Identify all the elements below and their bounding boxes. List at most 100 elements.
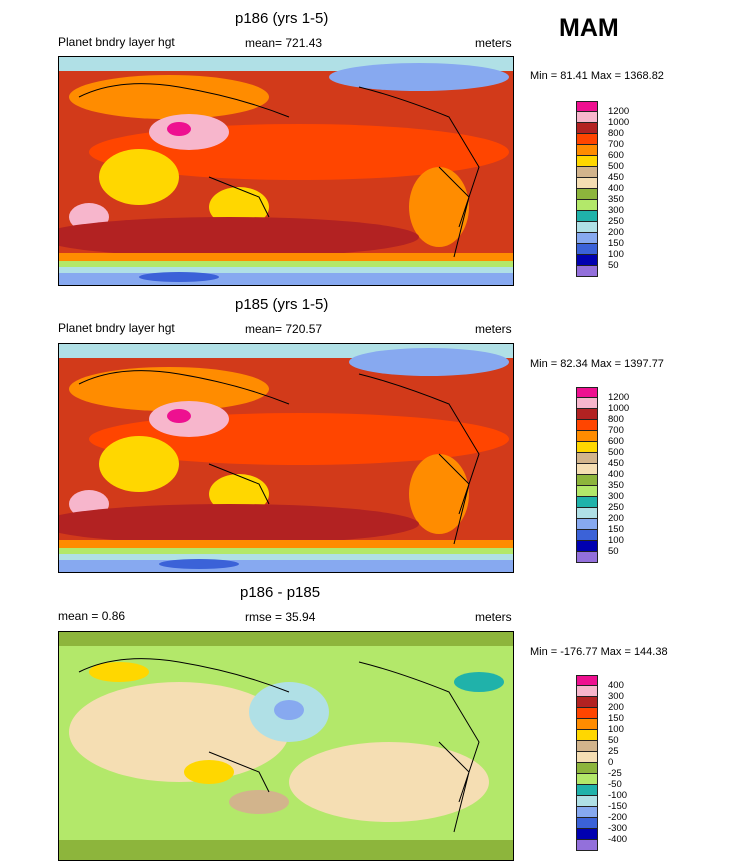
colorbar-swatch — [576, 785, 598, 796]
map-panel-p186 — [58, 56, 514, 286]
contour-map — [59, 632, 513, 860]
colorbar-label: 1200 — [608, 392, 630, 403]
colorbar-swatch — [576, 541, 598, 552]
colorbar-label: -25 — [608, 768, 622, 779]
colorbar-p185 — [576, 387, 598, 563]
map-panel-diff — [58, 631, 514, 861]
colorbar-swatch — [576, 442, 598, 453]
season-label: MAM — [559, 14, 619, 42]
map-panel-p185 — [58, 343, 514, 573]
colorbar-label: 200 — [608, 702, 624, 713]
colorbar-swatch — [576, 244, 598, 255]
colorbar-label: 300 — [608, 691, 624, 702]
colorbar-swatch — [576, 156, 598, 167]
colorbar-label: 500 — [608, 161, 624, 172]
colorbar-label: 800 — [608, 128, 624, 139]
mean-label: mean= 720.57 — [245, 322, 323, 336]
colorbar-swatch — [576, 222, 598, 233]
colorbar-swatch — [576, 508, 598, 519]
colorbar-label: 150 — [608, 524, 624, 535]
colorbar-label: 700 — [608, 425, 624, 436]
colorbar-label: 0 — [608, 757, 614, 768]
colorbar-label: 50 — [608, 260, 619, 271]
colorbar-swatch — [576, 686, 598, 697]
colorbar-swatch — [576, 453, 598, 464]
colorbar-swatch — [576, 134, 598, 145]
colorbar-label: -400 — [608, 834, 628, 845]
colorbar-label: 500 — [608, 447, 624, 458]
mean-label: mean= 721.43 — [245, 36, 323, 50]
colorbar-label: 150 — [608, 238, 624, 249]
colorbar-swatch — [576, 840, 598, 851]
colorbar-swatch — [576, 519, 598, 530]
colorbar-swatch — [576, 189, 598, 200]
colorbar-swatch — [576, 552, 598, 563]
colorbar-label: 100 — [608, 535, 624, 546]
colorbar-label: 450 — [608, 458, 624, 469]
rmse-label: rmse = 35.94 — [245, 610, 316, 624]
minmax-label: Min = 82.34 Max = 1397.77 — [530, 358, 664, 370]
colorbar-diff — [576, 675, 598, 851]
colorbar-label: -100 — [608, 790, 628, 801]
panel-title: p186 (yrs 1-5) — [235, 10, 329, 27]
colorbar-swatch — [576, 145, 598, 156]
colorbar-label: -300 — [608, 823, 628, 834]
colorbar-label: 350 — [608, 194, 624, 205]
colorbar-swatch — [576, 420, 598, 431]
colorbar-swatch — [576, 200, 598, 211]
colorbar-swatch — [576, 708, 598, 719]
colorbar-swatch — [576, 486, 598, 497]
colorbar-swatch — [576, 763, 598, 774]
colorbar-swatch — [576, 530, 598, 541]
colorbar-label: 250 — [608, 502, 624, 513]
colorbar-swatch — [576, 497, 598, 508]
colorbar-p186 — [576, 101, 598, 277]
colorbar-swatch — [576, 255, 598, 266]
colorbar-swatch — [576, 123, 598, 134]
minmax-label: Min = -176.77 Max = 144.38 — [530, 646, 668, 658]
colorbar-swatch — [576, 266, 598, 277]
colorbar-label: 150 — [608, 713, 624, 724]
colorbar-swatch — [576, 431, 598, 442]
colorbar-swatch — [576, 730, 598, 741]
colorbar-label: 250 — [608, 216, 624, 227]
colorbar-swatch — [576, 697, 598, 708]
colorbar-swatch — [576, 387, 598, 398]
colorbar-label: 600 — [608, 150, 624, 161]
colorbar-label: 50 — [608, 546, 619, 557]
colorbar-swatch — [576, 741, 598, 752]
colorbar-label: 800 — [608, 414, 624, 425]
variable-label: Planet bndry layer hgt — [58, 35, 175, 49]
colorbar-swatch — [576, 464, 598, 475]
colorbar-label: -150 — [608, 801, 628, 812]
variable-label: Planet bndry layer hgt — [58, 321, 175, 335]
units-label: meters — [475, 322, 512, 336]
colorbar-label: 1200 — [608, 106, 630, 117]
colorbar-label: 300 — [608, 205, 624, 216]
units-label: meters — [475, 36, 512, 50]
panel-title: p186 - p185 — [240, 584, 321, 601]
colorbar-label: 400 — [608, 680, 624, 691]
colorbar-swatch — [576, 409, 598, 420]
colorbar-swatch — [576, 796, 598, 807]
colorbar-swatch — [576, 719, 598, 730]
colorbar-label: 600 — [608, 436, 624, 447]
colorbar-swatch — [576, 167, 598, 178]
colorbar-label: 100 — [608, 249, 624, 260]
colorbar-label: 400 — [608, 469, 624, 480]
colorbar-swatch — [576, 475, 598, 486]
colorbar-label: -50 — [608, 779, 622, 790]
mean-label: mean = 0.86 — [58, 609, 126, 623]
contour-map — [59, 344, 513, 572]
minmax-label: Min = 81.41 Max = 1368.82 — [530, 70, 664, 82]
colorbar-label: 100 — [608, 724, 624, 735]
colorbar-swatch — [576, 112, 598, 123]
colorbar-label: 25 — [608, 746, 619, 757]
colorbar-label: -200 — [608, 812, 628, 823]
colorbar-swatch — [576, 178, 598, 189]
units-label: meters — [475, 610, 512, 624]
colorbar-label: 350 — [608, 480, 624, 491]
colorbar-swatch — [576, 818, 598, 829]
colorbar-label: 1000 — [608, 403, 630, 414]
colorbar-swatch — [576, 675, 598, 686]
